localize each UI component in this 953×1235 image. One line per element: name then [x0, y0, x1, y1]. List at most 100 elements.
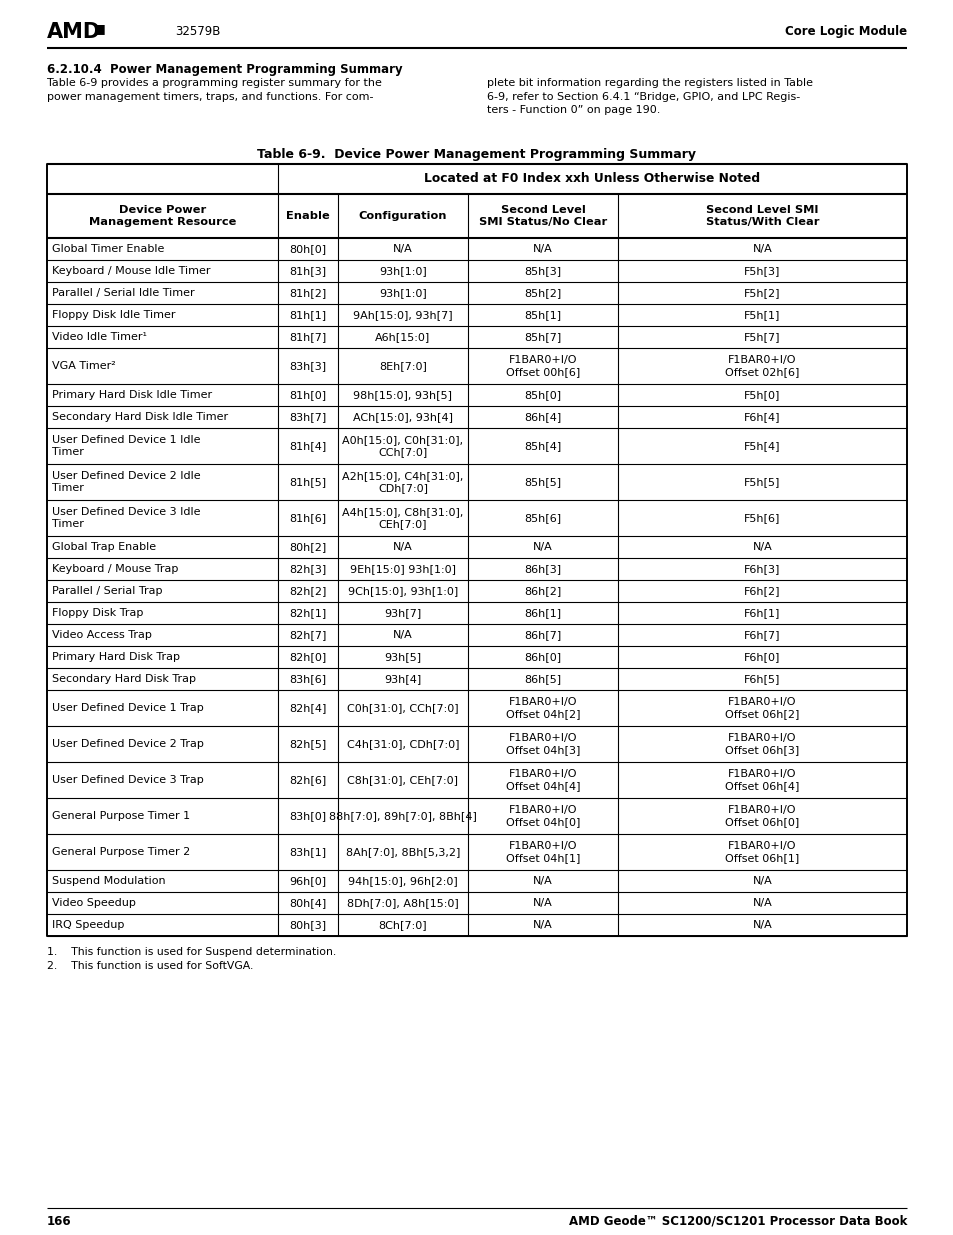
- Text: N/A: N/A: [533, 876, 553, 885]
- Text: Video Speedup: Video Speedup: [52, 898, 135, 908]
- Text: Core Logic Module: Core Logic Module: [784, 25, 906, 38]
- Text: 86h[0]: 86h[0]: [524, 652, 561, 662]
- Text: 82h[6]: 82h[6]: [289, 776, 326, 785]
- Text: 85h[3]: 85h[3]: [524, 266, 561, 275]
- Text: Device Power
Management Resource: Device Power Management Resource: [89, 205, 236, 227]
- Text: 81h[4]: 81h[4]: [289, 441, 326, 451]
- Text: N/A: N/A: [393, 245, 413, 254]
- Text: F6h[5]: F6h[5]: [743, 674, 780, 684]
- Text: F6h[1]: F6h[1]: [743, 608, 780, 618]
- Text: 83h[3]: 83h[3]: [289, 361, 326, 370]
- Text: F5h[6]: F5h[6]: [743, 513, 780, 522]
- Text: F1BAR0+I/O
Offset 04h[1]: F1BAR0+I/O Offset 04h[1]: [505, 841, 579, 863]
- Text: ■: ■: [94, 22, 106, 35]
- Text: 80h[3]: 80h[3]: [289, 920, 326, 930]
- Text: 82h[7]: 82h[7]: [289, 630, 326, 640]
- Text: Primary Hard Disk Trap: Primary Hard Disk Trap: [52, 652, 180, 662]
- Text: F5h[5]: F5h[5]: [743, 477, 780, 487]
- Text: User Defined Device 2 Trap: User Defined Device 2 Trap: [52, 739, 204, 748]
- Text: 8Ah[7:0], 8Bh[5,3,2]: 8Ah[7:0], 8Bh[5,3,2]: [345, 847, 459, 857]
- Text: F5h[1]: F5h[1]: [743, 310, 780, 320]
- Text: F6h[4]: F6h[4]: [743, 412, 780, 422]
- Text: F1BAR0+I/O
Offset 04h[0]: F1BAR0+I/O Offset 04h[0]: [505, 805, 579, 827]
- Text: 98h[15:0], 93h[5]: 98h[15:0], 93h[5]: [354, 390, 452, 400]
- Text: 86h[2]: 86h[2]: [524, 585, 561, 597]
- Text: Table 6-9 provides a programming register summary for the
power management timer: Table 6-9 provides a programming registe…: [47, 78, 381, 101]
- Text: 82h[1]: 82h[1]: [289, 608, 326, 618]
- Text: 32579B: 32579B: [174, 25, 220, 38]
- Text: 81h[0]: 81h[0]: [289, 390, 326, 400]
- Text: N/A: N/A: [533, 920, 553, 930]
- Text: 2.    This function is used for SoftVGA.: 2. This function is used for SoftVGA.: [47, 961, 253, 971]
- Text: F1BAR0+I/O
Offset 06h[2]: F1BAR0+I/O Offset 06h[2]: [724, 697, 799, 719]
- Text: 96h[0]: 96h[0]: [289, 876, 326, 885]
- Text: A4h[15:0], C8h[31:0],
CEh[7:0]: A4h[15:0], C8h[31:0], CEh[7:0]: [342, 506, 463, 530]
- Text: Secondary Hard Disk Idle Timer: Secondary Hard Disk Idle Timer: [52, 412, 228, 422]
- Text: Primary Hard Disk Idle Timer: Primary Hard Disk Idle Timer: [52, 390, 212, 400]
- Text: 94h[15:0], 96h[2:0]: 94h[15:0], 96h[2:0]: [348, 876, 457, 885]
- Text: Global Timer Enable: Global Timer Enable: [52, 245, 164, 254]
- Text: F5h[3]: F5h[3]: [743, 266, 780, 275]
- Text: N/A: N/A: [533, 898, 553, 908]
- Text: 81h[7]: 81h[7]: [289, 332, 326, 342]
- Text: 85h[5]: 85h[5]: [524, 477, 561, 487]
- Text: 93h[7]: 93h[7]: [384, 608, 421, 618]
- Text: F1BAR0+I/O
Offset 06h[3]: F1BAR0+I/O Offset 06h[3]: [724, 732, 799, 755]
- Text: Second Level SMI
Status/With Clear: Second Level SMI Status/With Clear: [705, 205, 819, 227]
- Text: 83h[6]: 83h[6]: [289, 674, 326, 684]
- Text: F1BAR0+I/O
Offset 06h[0]: F1BAR0+I/O Offset 06h[0]: [724, 805, 799, 827]
- Text: C0h[31:0], CCh[7:0]: C0h[31:0], CCh[7:0]: [347, 703, 458, 713]
- Text: plete bit information regarding the registers listed in Table
6-9, refer to Sect: plete bit information regarding the regi…: [486, 78, 812, 115]
- Text: A0h[15:0], C0h[31:0],
CCh[7:0]: A0h[15:0], C0h[31:0], CCh[7:0]: [342, 435, 463, 457]
- Text: N/A: N/A: [393, 542, 413, 552]
- Text: F5h[2]: F5h[2]: [743, 288, 780, 298]
- Text: User Defined Device 1 Trap: User Defined Device 1 Trap: [52, 703, 204, 713]
- Text: 86h[7]: 86h[7]: [524, 630, 561, 640]
- Bar: [47, 164, 906, 936]
- Text: Suspend Modulation: Suspend Modulation: [52, 876, 166, 885]
- Text: 82h[2]: 82h[2]: [289, 585, 326, 597]
- Text: 9Ah[15:0], 93h[7]: 9Ah[15:0], 93h[7]: [353, 310, 453, 320]
- Text: 80h[2]: 80h[2]: [289, 542, 326, 552]
- Text: Video Idle Timer¹: Video Idle Timer¹: [52, 332, 147, 342]
- Text: 93h[4]: 93h[4]: [384, 674, 421, 684]
- Text: Configuration: Configuration: [358, 211, 447, 221]
- Text: General Purpose Timer 2: General Purpose Timer 2: [52, 847, 190, 857]
- Text: General Purpose Timer 1: General Purpose Timer 1: [52, 811, 190, 821]
- Text: F1BAR0+I/O
Offset 06h[4]: F1BAR0+I/O Offset 06h[4]: [724, 769, 799, 792]
- Text: Parallel / Serial Idle Timer: Parallel / Serial Idle Timer: [52, 288, 194, 298]
- Text: 9Eh[15:0] 93h[1:0]: 9Eh[15:0] 93h[1:0]: [350, 564, 456, 574]
- Text: N/A: N/A: [393, 630, 413, 640]
- Text: 9Ch[15:0], 93h[1:0]: 9Ch[15:0], 93h[1:0]: [348, 585, 457, 597]
- Text: F1BAR0+I/O
Offset 06h[1]: F1BAR0+I/O Offset 06h[1]: [724, 841, 799, 863]
- Text: 6.2.10.4  Power Management Programming Summary: 6.2.10.4 Power Management Programming Su…: [47, 63, 402, 77]
- Text: A2h[15:0], C4h[31:0],
CDh[7:0]: A2h[15:0], C4h[31:0], CDh[7:0]: [342, 471, 463, 493]
- Text: 93h[1:0]: 93h[1:0]: [378, 288, 426, 298]
- Text: A6h[15:0]: A6h[15:0]: [375, 332, 430, 342]
- Text: 81h[2]: 81h[2]: [289, 288, 326, 298]
- Text: N/A: N/A: [752, 542, 772, 552]
- Text: 82h[4]: 82h[4]: [289, 703, 326, 713]
- Text: ACh[15:0], 93h[4]: ACh[15:0], 93h[4]: [353, 412, 453, 422]
- Text: 85h[6]: 85h[6]: [524, 513, 561, 522]
- Text: 1.    This function is used for Suspend determination.: 1. This function is used for Suspend det…: [47, 947, 335, 957]
- Text: User Defined Device 3 Idle
Timer: User Defined Device 3 Idle Timer: [52, 506, 200, 530]
- Text: 83h[0]: 83h[0]: [289, 811, 326, 821]
- Text: Table 6-9.  Device Power Management Programming Summary: Table 6-9. Device Power Management Progr…: [257, 148, 696, 161]
- Text: 82h[3]: 82h[3]: [289, 564, 326, 574]
- Text: 81h[5]: 81h[5]: [289, 477, 326, 487]
- Text: 8Dh[7:0], A8h[15:0]: 8Dh[7:0], A8h[15:0]: [347, 898, 458, 908]
- Text: F6h[3]: F6h[3]: [743, 564, 780, 574]
- Text: 93h[5]: 93h[5]: [384, 652, 421, 662]
- Text: Keyboard / Mouse Trap: Keyboard / Mouse Trap: [52, 564, 178, 574]
- Text: Floppy Disk Trap: Floppy Disk Trap: [52, 608, 143, 618]
- Text: F1BAR0+I/O
Offset 04h[3]: F1BAR0+I/O Offset 04h[3]: [505, 732, 579, 755]
- Text: 81h[1]: 81h[1]: [289, 310, 326, 320]
- Text: 86h[3]: 86h[3]: [524, 564, 561, 574]
- Text: 86h[5]: 86h[5]: [524, 674, 561, 684]
- Text: F1BAR0+I/O
Offset 02h[6]: F1BAR0+I/O Offset 02h[6]: [724, 354, 799, 377]
- Text: 80h[4]: 80h[4]: [289, 898, 326, 908]
- Text: 8Eh[7:0]: 8Eh[7:0]: [378, 361, 427, 370]
- Text: 80h[0]: 80h[0]: [289, 245, 326, 254]
- Text: C8h[31:0], CEh[7:0]: C8h[31:0], CEh[7:0]: [347, 776, 458, 785]
